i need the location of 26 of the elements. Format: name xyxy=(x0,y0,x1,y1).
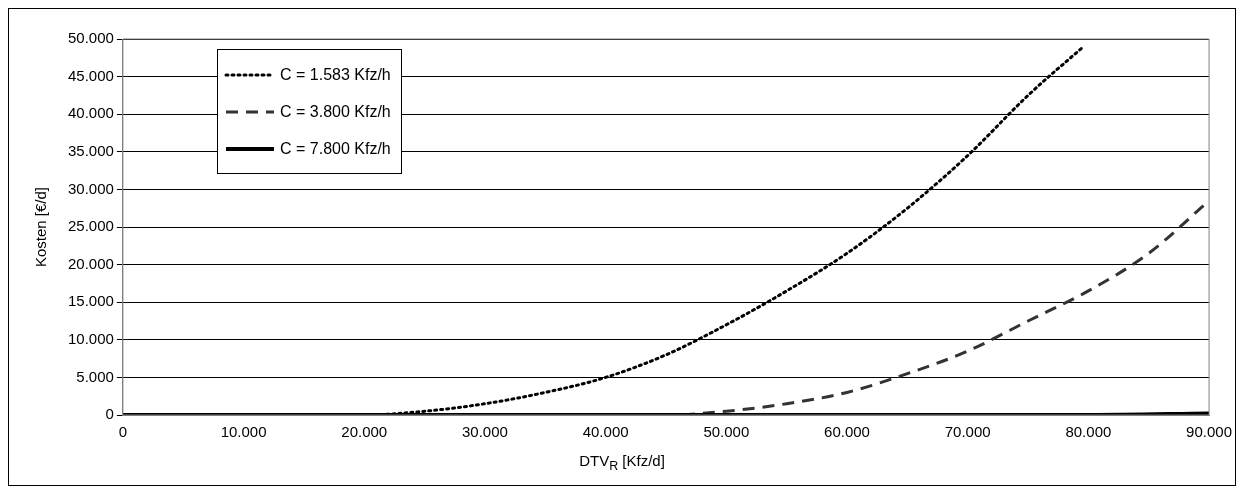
x-tick-label: 40.000 xyxy=(582,423,629,441)
y-tick-label: 20.000 xyxy=(67,254,114,272)
y-tick-label: 35.000 xyxy=(67,141,114,159)
y-tick-label: 30.000 xyxy=(67,179,114,197)
x-tick-label: 90.000 xyxy=(1186,423,1233,441)
legend-label: C = 7.800 Kfz/h xyxy=(280,139,391,158)
x-tick-label: 70.000 xyxy=(944,423,991,441)
y-tick-label: 10.000 xyxy=(67,329,114,347)
y-tick-label: 15.000 xyxy=(67,292,114,310)
y-tick-label: 0 xyxy=(105,405,114,423)
y-tick-label: 45.000 xyxy=(67,66,114,84)
y-tick-label: 50.000 xyxy=(67,29,114,47)
x-axis-title: DTV$_{R}$ [Kfz/d] xyxy=(578,452,666,473)
x-tick-label: 20.000 xyxy=(341,423,388,441)
x-tick-label: 30.000 xyxy=(461,423,508,441)
y-tick-label: 40.000 xyxy=(67,104,114,122)
y-tick-label: 5.000 xyxy=(76,367,114,385)
y-tick-label: 25.000 xyxy=(67,217,114,235)
x-tick-label: 60.000 xyxy=(824,423,870,441)
x-tick-label: 0 xyxy=(118,423,128,441)
x-tick-label: 50.000 xyxy=(703,423,750,441)
y-axis-title: Kosten [€/d] xyxy=(32,186,50,268)
x-tick-label: 80.000 xyxy=(1065,423,1112,441)
legend-label: C = 1.583 Kfz/h xyxy=(280,65,391,84)
legend-label: C = 3.800 Kfz/h xyxy=(280,102,391,121)
x-tick-label: 10.000 xyxy=(220,423,267,441)
